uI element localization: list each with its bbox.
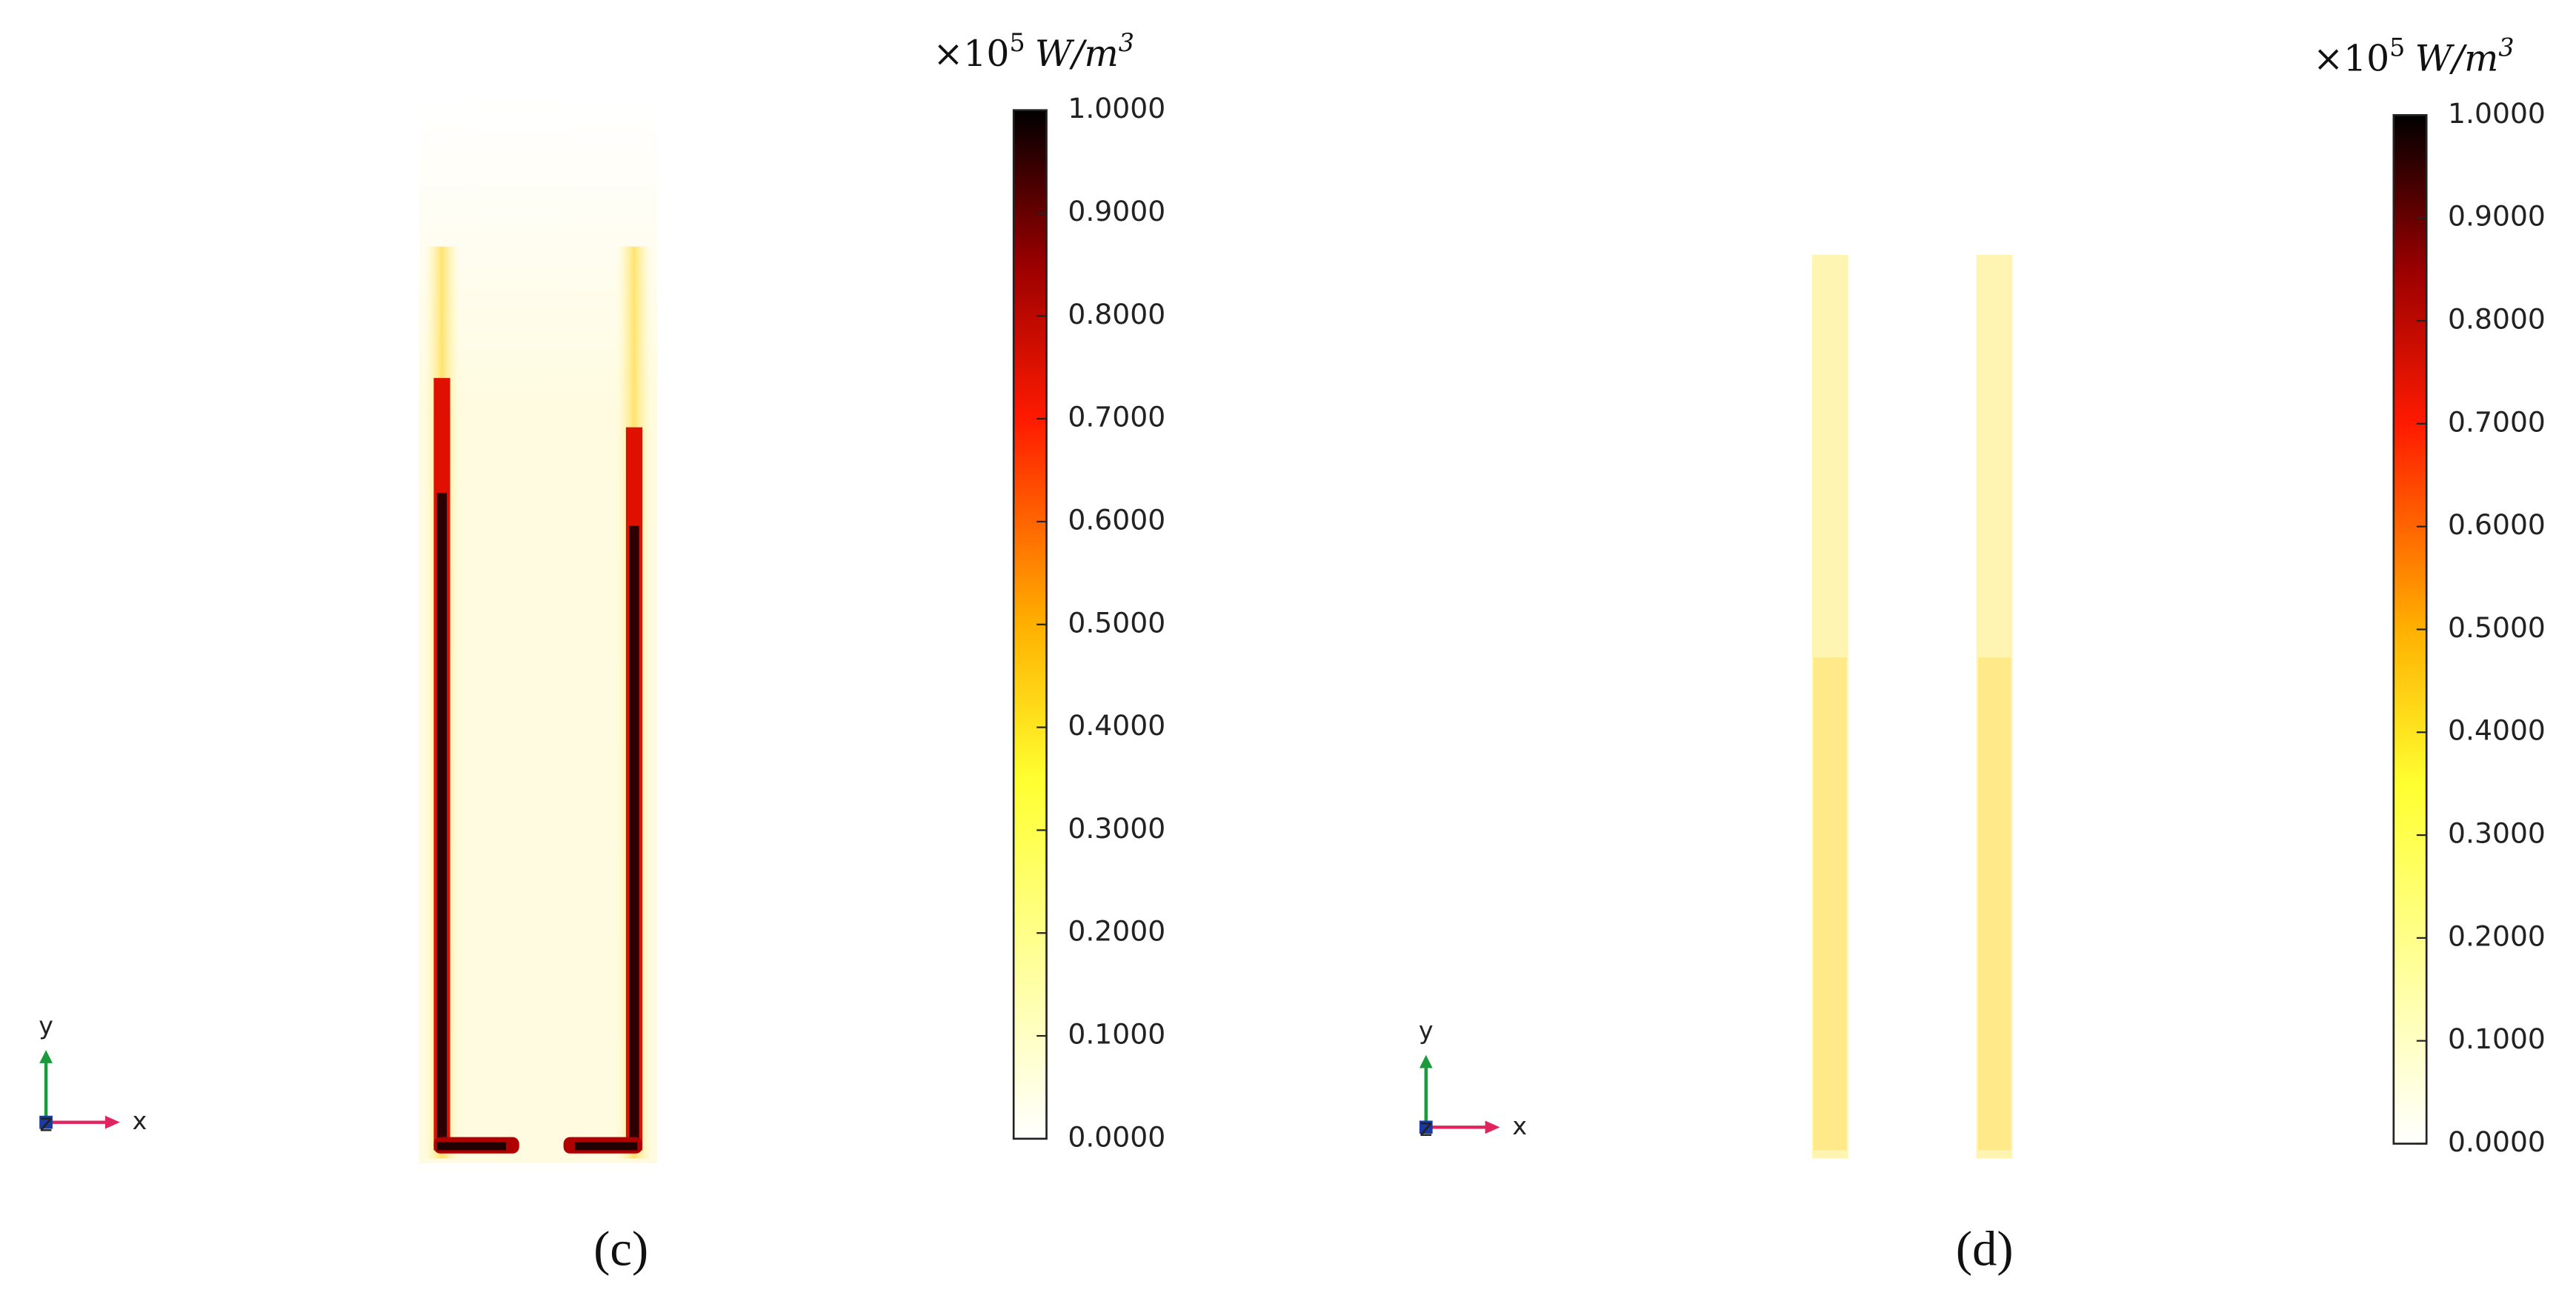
z-axis-marker (39, 1115, 53, 1129)
colorbar-tick-label: 0.3000 (1068, 812, 1165, 845)
colorbar-tick-label: 0.0000 (2448, 1126, 2546, 1158)
unit-prefix: ×10 (2313, 37, 2389, 79)
colorbar-tick-label: 0.0000 (1068, 1120, 1165, 1153)
x-axis-label: x (1512, 1111, 1527, 1140)
colorbar-tick-label: 0.7000 (1068, 401, 1165, 433)
y-axis-label: y (1419, 1016, 1434, 1045)
unit-name: W/m (2415, 37, 2499, 79)
z-axis-label: z (39, 1108, 52, 1137)
colorbar-tick-label: 0.7000 (2448, 405, 2546, 438)
z-axis-label: z (1420, 1113, 1432, 1142)
x-axis-label: x (133, 1106, 147, 1135)
panel-label: (d) (1956, 1223, 2014, 1277)
unit-prefix: ×10 (933, 33, 1010, 75)
colorbar-tick-label: 0.2000 (2448, 920, 2546, 952)
y-arrow-head (1419, 1054, 1433, 1068)
colorbar-unit: ×105 W/m3 (2313, 33, 2514, 80)
x-arrow-head (1485, 1120, 1500, 1134)
colorbar-tick-label: 0.9000 (1068, 195, 1165, 227)
colorbar-tick-label: 1.0000 (2448, 97, 2546, 130)
unit-exponent: 5 (2389, 33, 2405, 62)
colorbar-tick-label: 0.8000 (1068, 298, 1165, 330)
colorbar-tick-label: 0.6000 (2448, 508, 2546, 541)
panel: 0.0000 0.1000 0.2000 0.3000 0.4000 0.5000 0.60… (1419, 33, 2546, 1277)
colorbar-tick-label: 0.8000 (2448, 302, 2546, 335)
colorbar-tick-label: 0.3000 (2448, 817, 2546, 850)
colorbar-tick-label: 0.4000 (2448, 714, 2546, 747)
colorbar-tick-label: 1.0000 (1068, 92, 1165, 124)
field-d (1811, 254, 2013, 1159)
colorbar-tick-label: 0.5000 (2448, 611, 2546, 644)
unit-exponent: 5 (1009, 28, 1025, 57)
field-c (419, 99, 657, 1164)
colorbar-tick-label: 0.2000 (1068, 915, 1165, 948)
panel: 0.0000 0.1000 0.2000 0.3000 0.4000 0.5000 0.60… (39, 28, 1165, 1277)
y-axis-label: y (39, 1011, 53, 1040)
colorbar-tick-label: 0.9000 (2448, 200, 2546, 233)
y-arrow-head (39, 1050, 53, 1063)
colorbar-tick-label: 0.1000 (1068, 1018, 1165, 1051)
unit-exponent: 3 (1119, 28, 1134, 57)
colorbar-tick-label: 0.1000 (2448, 1023, 2546, 1055)
colorbar-tick-label: 0.6000 (1068, 503, 1165, 536)
z-axis-marker (1419, 1120, 1433, 1134)
colorbar-unit: ×105 W/m3 (933, 28, 1134, 75)
unit-name: W/m (1035, 33, 1119, 75)
colorbar-tick-label: 0.5000 (1068, 606, 1165, 639)
x-arrow-head (104, 1115, 120, 1129)
panel-label: (c) (593, 1223, 648, 1277)
colorbar-tick-label: 0.4000 (1068, 709, 1165, 742)
unit-exponent: 3 (2498, 33, 2514, 62)
